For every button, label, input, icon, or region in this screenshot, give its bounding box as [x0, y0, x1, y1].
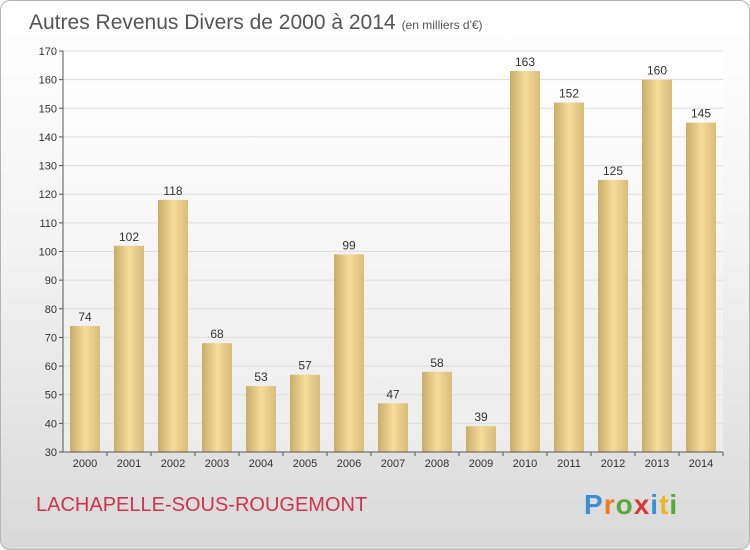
- bar-value-label: 57: [298, 359, 312, 373]
- bar-value-label: 53: [254, 370, 268, 384]
- y-tick-label: 70: [45, 332, 57, 344]
- y-tick-label: 150: [39, 103, 57, 115]
- bar: [70, 325, 100, 452]
- x-tick-label: 2009: [469, 458, 493, 470]
- bar: [290, 374, 320, 452]
- bar: [158, 199, 188, 452]
- logo-letter: i: [669, 489, 679, 520]
- x-tick-label: 2010: [513, 458, 537, 470]
- x-tick-label: 2013: [645, 458, 669, 470]
- logo-letter: x: [633, 489, 651, 520]
- y-tick-label: 90: [45, 275, 57, 287]
- bar: [114, 245, 144, 452]
- x-tick-label: 2005: [293, 458, 317, 470]
- y-tick-label: 170: [39, 46, 57, 58]
- y-tick-label: 160: [39, 75, 57, 87]
- chart-title: Autres Revenus Divers de 2000 à 2014 (en …: [29, 11, 483, 35]
- x-tick-label: 2011: [557, 458, 581, 470]
- bar: [246, 386, 276, 452]
- x-tick-label: 2007: [381, 458, 405, 470]
- y-tick-label: 40: [45, 418, 57, 430]
- x-tick-label: 2014: [689, 458, 713, 470]
- bar: [202, 343, 232, 452]
- chart-unit-note: (en milliers d'€): [401, 18, 483, 32]
- y-tick-label: 140: [39, 132, 57, 144]
- y-tick-label: 30: [45, 447, 57, 459]
- logo-letter: i: [650, 489, 660, 520]
- bar: [422, 371, 452, 452]
- x-tick-label: 2012: [601, 458, 625, 470]
- x-tick-label: 2003: [205, 458, 229, 470]
- bar-value-label: 99: [342, 238, 356, 252]
- x-tick-label: 2001: [117, 458, 141, 470]
- bar-value-label: 68: [210, 327, 224, 341]
- logo-letter: r: [603, 489, 616, 520]
- bar-value-label: 74: [78, 310, 92, 324]
- x-tick-label: 2008: [425, 458, 449, 470]
- y-tick-label: 50: [45, 390, 57, 402]
- bar-value-label: 58: [430, 356, 444, 370]
- y-tick-label: 110: [39, 218, 57, 230]
- y-tick-label: 120: [39, 189, 57, 201]
- location-name: LACHAPELLE-SOUS-ROUGEMONT: [36, 494, 368, 516]
- bar-value-label: 102: [119, 230, 139, 244]
- bar: [510, 71, 540, 453]
- bar: [642, 79, 672, 453]
- bar: [378, 403, 408, 452]
- bar-value-label: 47: [386, 387, 400, 401]
- y-tick-label: 80: [45, 304, 57, 316]
- bar-value-label: 145: [691, 107, 711, 121]
- y-tick-label: 60: [45, 361, 57, 373]
- bar-value-label: 39: [474, 410, 488, 424]
- bar: [334, 254, 364, 452]
- x-tick-label: 2004: [249, 458, 273, 470]
- bar: [466, 426, 496, 452]
- x-tick-label: 2002: [161, 458, 185, 470]
- x-tick-label: 2006: [337, 458, 361, 470]
- proxiti-logo: Proxiti: [584, 489, 678, 521]
- x-tick-label: 2000: [73, 458, 97, 470]
- bar-value-label: 152: [559, 87, 579, 101]
- logo-letter: o: [615, 489, 634, 520]
- bar-value-label: 118: [163, 184, 182, 198]
- bar-value-label: 163: [515, 55, 535, 69]
- bar: [686, 122, 716, 452]
- y-tick-label: 100: [39, 247, 57, 259]
- bar: [598, 179, 628, 452]
- chart-title-text: Autres Revenus Divers de 2000 à 2014: [29, 11, 396, 34]
- bar-value-label: 160: [647, 64, 667, 78]
- logo-letter: P: [584, 489, 604, 520]
- bar-value-label: 125: [603, 164, 623, 178]
- bar: [554, 102, 584, 453]
- logo-letter: t: [659, 489, 670, 520]
- y-tick-label: 130: [39, 161, 57, 173]
